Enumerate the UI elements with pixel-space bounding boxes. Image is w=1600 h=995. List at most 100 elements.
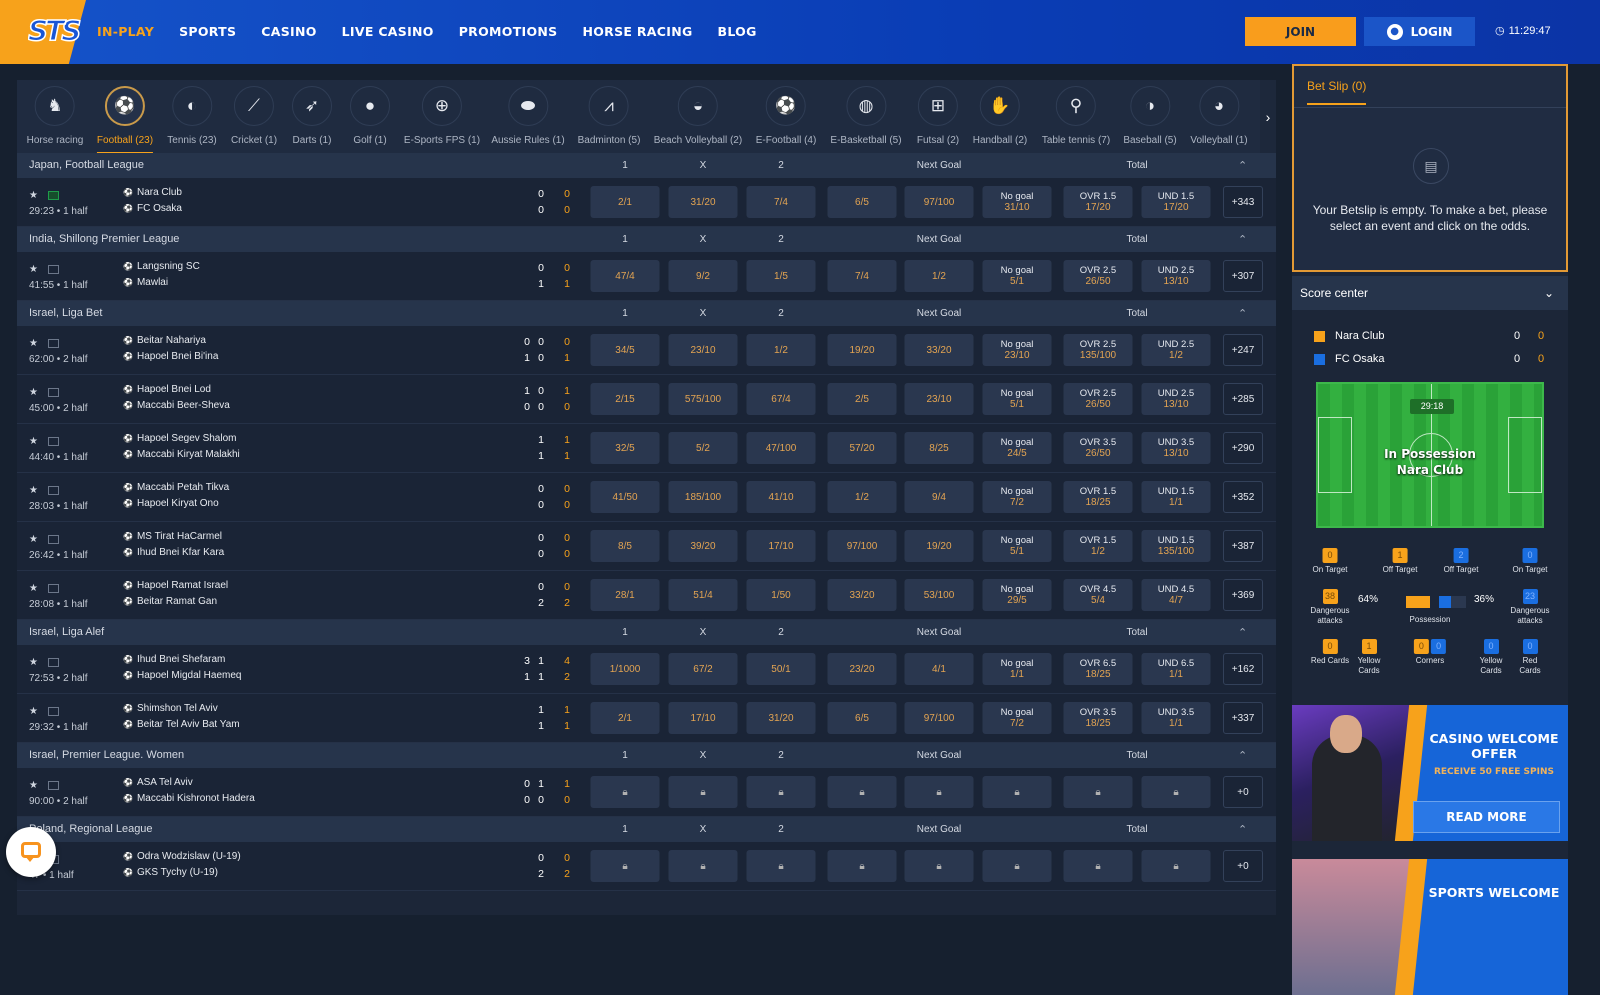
home-team[interactable]: Shimshon Tel Aviv [123, 703, 218, 714]
odds-button[interactable]: 🔒︎ [1141, 776, 1211, 808]
odds-button[interactable]: 1/2 [827, 481, 897, 513]
favorite-star-icon[interactable]: ★ [29, 706, 38, 717]
odds-button[interactable]: 9/2 [668, 260, 738, 292]
more-markets-button[interactable]: +0 [1223, 850, 1263, 882]
odds-button[interactable]: 🔒︎ [1063, 850, 1133, 882]
league-header[interactable]: Japan, Football League 1 X 2 Next Goal Total ⌃ [17, 153, 1276, 178]
league-header[interactable]: Poland, Regional League 1 X 2 Next Goal Total… [17, 817, 1276, 842]
match-row[interactable]: ★47 • 1 halfOdra Wodzislaw (U-19)GKS Tyc… [17, 842, 1276, 891]
nav-item-promotions[interactable]: PROMOTIONS [458, 24, 558, 39]
odds-button[interactable]: No goal 7/2 [982, 481, 1052, 513]
match-row[interactable]: ★ 72:53 • 2 half Ihud Bnei Shefaram Hapoel … [17, 645, 1276, 694]
favorite-star-icon[interactable]: ★ [29, 583, 38, 594]
odds-button[interactable]: UND 1.5 17/20 [1141, 186, 1211, 218]
odds-button[interactable]: OVR 3.5 18/25 [1063, 702, 1133, 734]
odds-button[interactable]: No goal 31/10 [982, 186, 1052, 218]
odds-button[interactable]: 51/4 [668, 579, 738, 611]
odds-button[interactable]: OVR 2.5 26/50 [1063, 383, 1133, 415]
score-center-header[interactable]: Score center ⌄ [1292, 276, 1568, 310]
match-row[interactable]: ★ 29:32 • 1 half Shimshon Tel Aviv Beitar T… [17, 694, 1276, 743]
odds-button[interactable]: 7/4 [746, 186, 816, 218]
odds-button[interactable]: 19/20 [827, 334, 897, 366]
favorite-star-icon[interactable]: ★ [29, 485, 38, 496]
nav-item-blog[interactable]: BLOG [717, 24, 757, 39]
odds-button[interactable]: 🔒︎ [827, 850, 897, 882]
odds-button[interactable]: No goal 1/1 [982, 653, 1052, 685]
read-more-button[interactable]: READ MORE [1413, 801, 1560, 833]
favorite-star-icon[interactable]: ★ [29, 780, 38, 791]
odds-button[interactable]: UND 1.5 1/1 [1141, 481, 1211, 513]
odds-button[interactable]: 5/2 [668, 432, 738, 464]
collapse-chevron-icon[interactable]: ⌃ [1238, 234, 1248, 246]
favorite-star-icon[interactable]: ★ [29, 534, 38, 545]
odds-button[interactable]: OVR 1.5 17/20 [1063, 186, 1133, 218]
odds-button[interactable]: UND 2.5 13/10 [1141, 383, 1211, 415]
chat-button[interactable] [6, 827, 56, 877]
odds-button[interactable]: UND 6.5 1/1 [1141, 653, 1211, 685]
odds-button[interactable]: UND 2.5 1/2 [1141, 334, 1211, 366]
casino-promo-banner[interactable]: CASINO WELCOME OFFER RECEIVE 50 FREE SPI… [1292, 705, 1568, 841]
live-stream-icon[interactable] [48, 339, 59, 348]
match-row[interactable]: ★ 45:00 • 2 half Hapoel Bnei Lod Maccabi Be… [17, 375, 1276, 424]
more-markets-button[interactable]: +307 [1223, 260, 1263, 292]
nav-item-live-casino[interactable]: LIVE CASINO [341, 24, 434, 39]
live-stream-icon[interactable] [48, 781, 59, 790]
odds-button[interactable]: No goal 23/10 [982, 334, 1052, 366]
nav-item-horse-racing[interactable]: HORSE RACING [582, 24, 693, 39]
collapse-chevron-icon[interactable]: ⌃ [1238, 750, 1248, 762]
more-markets-button[interactable]: +290 [1223, 432, 1263, 464]
match-row[interactable]: ★ 28:08 • 1 half Hapoel Ramat Israel Beitar… [17, 571, 1276, 620]
sport-tab-crosshair[interactable]: ⊕ E-Sports FPS (1) [404, 86, 480, 152]
odds-button[interactable]: 🔒︎ [904, 850, 974, 882]
away-team[interactable]: Hapoel Migdal Haemeq [123, 670, 242, 681]
sport-tab-golf[interactable]: ● Golf (1) [350, 86, 390, 152]
odds-button[interactable]: 🔒︎ [1063, 776, 1133, 808]
odds-button[interactable]: OVR 3.5 26/50 [1063, 432, 1133, 464]
odds-button[interactable]: 23/10 [904, 383, 974, 415]
odds-button[interactable]: 53/100 [904, 579, 974, 611]
sport-tab-e-football[interactable]: ⚽ E-Football (4) [756, 86, 816, 152]
odds-button[interactable]: 2/1 [590, 186, 660, 218]
favorite-star-icon[interactable]: ★ [29, 657, 38, 668]
odds-button[interactable]: 67/2 [668, 653, 738, 685]
odds-button[interactable]: 41/50 [590, 481, 660, 513]
home-team[interactable]: MS Tirat HaCarmel [123, 531, 222, 542]
match-row[interactable]: ★ 44:40 • 1 half Hapoel Segev Shalom Maccab… [17, 424, 1276, 473]
league-header[interactable]: India, Shillong Premier League 1 X 2 Next Go… [17, 227, 1276, 252]
odds-button[interactable]: 2/5 [827, 383, 897, 415]
odds-button[interactable]: UND 1.5 135/100 [1141, 530, 1211, 562]
odds-button[interactable]: 🔒︎ [904, 776, 974, 808]
away-team[interactable]: GKS Tychy (U-19) [123, 867, 218, 878]
odds-button[interactable]: 57/20 [827, 432, 897, 464]
sport-tab-volleyball[interactable]: ◕ Volleyball (1) [1190, 86, 1248, 152]
favorite-star-icon[interactable]: ★ [29, 190, 38, 201]
odds-button[interactable]: 🔒︎ [982, 850, 1052, 882]
odds-button[interactable]: 32/5 [590, 432, 660, 464]
away-team[interactable]: Maccabi Beer-Sheva [123, 400, 230, 411]
odds-button[interactable]: 1/5 [746, 260, 816, 292]
away-team[interactable]: Beitar Tel Aviv Bat Yam [123, 719, 240, 730]
odds-button[interactable]: 34/5 [590, 334, 660, 366]
odds-button[interactable]: 97/100 [904, 702, 974, 734]
favorite-star-icon[interactable]: ★ [29, 338, 38, 349]
odds-button[interactable]: 6/5 [827, 702, 897, 734]
odds-button[interactable]: 33/20 [827, 579, 897, 611]
odds-button[interactable]: 4/1 [904, 653, 974, 685]
odds-button[interactable]: 39/20 [668, 530, 738, 562]
live-stream-icon[interactable] [48, 191, 59, 200]
odds-button[interactable]: 🔒︎ [746, 850, 816, 882]
favorite-star-icon[interactable]: ★ [29, 436, 38, 447]
odds-button[interactable]: 🔒︎ [668, 776, 738, 808]
carousel-next-button[interactable]: › [1260, 80, 1276, 153]
sport-tab-baseball[interactable]: ◑ Baseball (5) [1123, 86, 1177, 152]
nav-item-casino[interactable]: CASINO [261, 24, 317, 39]
home-team[interactable]: ASA Tel Aviv [123, 777, 193, 788]
nav-item-sports[interactable]: SPORTS [179, 24, 237, 39]
odds-button[interactable]: OVR 1.5 1/2 [1063, 530, 1133, 562]
odds-button[interactable]: OVR 2.5 135/100 [1063, 334, 1133, 366]
collapse-chevron-icon[interactable]: ⌃ [1238, 308, 1248, 320]
odds-button[interactable]: 🔒︎ [982, 776, 1052, 808]
join-button[interactable]: JOIN [1245, 17, 1356, 46]
odds-button[interactable]: 17/10 [746, 530, 816, 562]
more-markets-button[interactable]: +387 [1223, 530, 1263, 562]
